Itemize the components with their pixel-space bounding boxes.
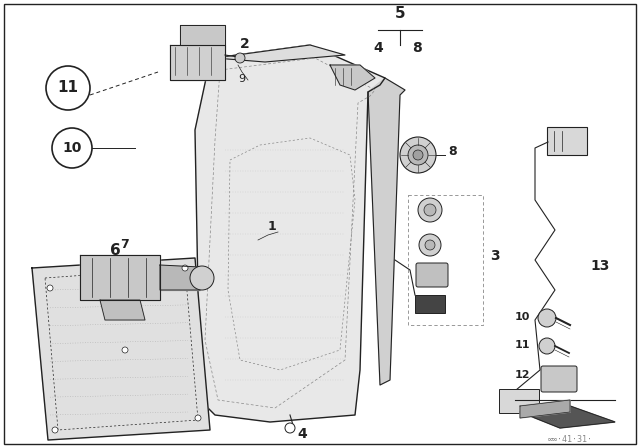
Text: 1: 1 [268,220,276,233]
Circle shape [400,137,436,173]
FancyBboxPatch shape [499,389,539,413]
Circle shape [285,423,295,433]
Text: 3: 3 [490,249,500,263]
Circle shape [413,150,423,160]
Polygon shape [520,406,615,428]
Circle shape [195,415,201,421]
Text: 6: 6 [110,243,121,258]
Polygon shape [520,400,570,418]
Polygon shape [80,255,160,300]
Text: 10: 10 [62,141,82,155]
Polygon shape [32,258,210,440]
Text: ∞∞·41·31·: ∞∞·41·31· [547,435,593,444]
Text: 8: 8 [448,145,456,158]
Polygon shape [368,78,405,385]
Polygon shape [160,265,200,290]
Text: 11: 11 [515,340,531,350]
Circle shape [424,204,436,216]
Text: 7: 7 [120,238,129,251]
FancyBboxPatch shape [547,127,587,155]
Text: 4: 4 [297,427,307,441]
Text: 5: 5 [395,6,405,21]
Polygon shape [170,45,225,80]
Text: 10: 10 [515,312,531,322]
Circle shape [539,338,555,354]
Text: 8: 8 [412,41,422,55]
Circle shape [52,427,58,433]
Circle shape [425,240,435,250]
Circle shape [52,128,92,168]
Polygon shape [330,65,375,90]
Circle shape [538,309,556,327]
Bar [415,295,445,313]
FancyBboxPatch shape [541,366,577,392]
Polygon shape [100,300,145,320]
Circle shape [122,347,128,353]
Circle shape [235,53,245,63]
Circle shape [182,265,188,271]
Polygon shape [180,25,225,45]
Circle shape [47,285,53,291]
Text: 2: 2 [240,37,250,51]
Circle shape [408,145,428,165]
Text: 12: 12 [515,370,531,380]
FancyBboxPatch shape [416,263,448,287]
Polygon shape [195,45,385,422]
Circle shape [46,66,90,110]
Circle shape [190,266,214,290]
Text: 4: 4 [373,41,383,55]
Polygon shape [215,45,345,62]
Text: 11: 11 [58,81,79,95]
Text: 13: 13 [590,259,609,273]
Circle shape [418,198,442,222]
Text: 9: 9 [238,74,245,84]
Circle shape [419,234,441,256]
